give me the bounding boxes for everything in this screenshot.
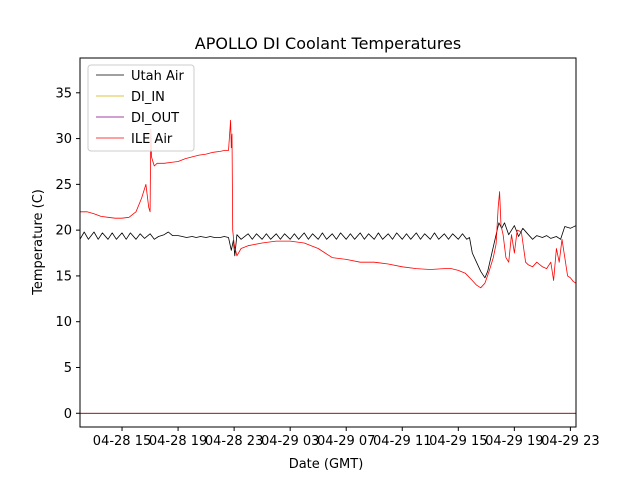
y-axis-label: Temperature (C) bbox=[31, 189, 46, 296]
plot-frame bbox=[79, 57, 577, 428]
y-tick-label: 5 bbox=[64, 361, 72, 376]
legend-box bbox=[87, 64, 195, 152]
series-group bbox=[80, 119, 576, 414]
x-tick-label: 04-29 15 bbox=[429, 434, 487, 449]
chart-title: APOLLO DI Coolant Temperatures bbox=[195, 34, 461, 53]
legend-label-di-out: DI_OUT bbox=[131, 111, 179, 126]
plot-area bbox=[79, 57, 577, 428]
series-line-ile-air bbox=[80, 119, 576, 289]
y-tick-label: 30 bbox=[55, 132, 72, 147]
x-axis-label: Date (GMT) bbox=[289, 457, 364, 472]
x-tick-label: 04-29 19 bbox=[485, 434, 543, 449]
legend-label-ile-air: ILE Air bbox=[131, 132, 173, 147]
x-tick-label: 04-28 23 bbox=[205, 434, 263, 449]
x-tick-label: 04-29 03 bbox=[261, 434, 319, 449]
y-tick-label: 20 bbox=[55, 224, 72, 239]
y-tick-label: 0 bbox=[64, 407, 72, 422]
legend-label-utah-air: Utah Air bbox=[131, 69, 184, 84]
series-line-utah-air bbox=[80, 222, 576, 279]
y-tick-label: 15 bbox=[55, 269, 72, 284]
legend: Utah Air DI_IN DI_OUT ILE Air bbox=[87, 64, 195, 152]
legend-label-di-in: DI_IN bbox=[131, 90, 165, 105]
x-tick-label: 04-28 19 bbox=[149, 434, 207, 449]
x-tick-label: 04-29 11 bbox=[373, 434, 431, 449]
y-tick-label: 10 bbox=[55, 315, 72, 330]
y-axis: 0 5 10 15 20 25 30 35 bbox=[55, 86, 80, 422]
x-tick-label: 04-29 07 bbox=[317, 434, 375, 449]
x-tick-label: 04-28 15 bbox=[93, 434, 151, 449]
x-tick-label: 04-29 23 bbox=[541, 434, 599, 449]
y-tick-label: 35 bbox=[55, 86, 72, 101]
y-tick-label: 25 bbox=[55, 178, 72, 193]
